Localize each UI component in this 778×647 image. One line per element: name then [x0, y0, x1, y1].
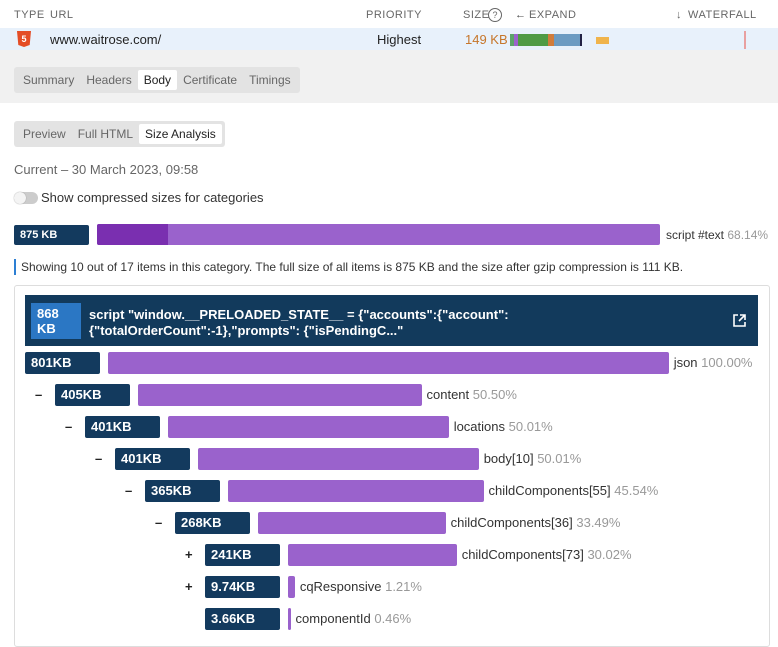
- node-size: 3.66KB: [205, 608, 280, 630]
- node-label: componentId 0.46%: [296, 608, 412, 630]
- node-size: 801KB: [25, 352, 100, 374]
- expand-arrow[interactable]: ←: [515, 9, 527, 21]
- node-name: childComponents[73]: [461, 547, 584, 562]
- col-type: TYPE: [14, 9, 45, 21]
- item-title: script "window.__PRELOADED_STATE__ = {"a…: [89, 307, 509, 338]
- category-size: 875 KB: [14, 225, 89, 245]
- node-size: 401KB: [85, 416, 160, 438]
- node-share: 45.54%: [614, 483, 659, 498]
- node-label: content 50.50%: [427, 384, 517, 406]
- toggle-label[interactable]: Show compressed sizes for categories: [41, 190, 264, 205]
- tab-active[interactable]: Body: [137, 70, 178, 90]
- node-label: childComponents[55] 45.54%: [489, 480, 659, 502]
- node-label: childComponents[36] 33.49%: [451, 512, 621, 534]
- node-label: json 100.00%: [674, 352, 753, 374]
- node-share: 1.21%: [385, 579, 422, 594]
- node-label: cqResponsive 1.21%: [300, 576, 422, 598]
- category-name: script #text: [666, 228, 725, 242]
- node-size: 405KB: [55, 384, 130, 406]
- node-name: content: [426, 387, 470, 402]
- node-share: 33.49%: [576, 515, 621, 530]
- expand-toggle[interactable]: +: [185, 579, 193, 594]
- col-expand[interactable]: EXPAND: [529, 9, 577, 21]
- node-bar: [228, 480, 484, 502]
- category-bar: [97, 224, 660, 245]
- request-url: www.waitrose.com/: [50, 32, 162, 47]
- open-icon[interactable]: [733, 314, 746, 327]
- node-share: 30.02%: [587, 547, 632, 562]
- node-share: 100.00%: [701, 355, 753, 370]
- subtab-active[interactable]: Size Analysis: [139, 124, 222, 144]
- node-label: locations 50.01%: [454, 416, 553, 438]
- node-share: 50.01%: [537, 451, 582, 466]
- expand-toggle[interactable]: –: [35, 387, 43, 402]
- svg-text:5: 5: [21, 34, 26, 44]
- expand-toggle[interactable]: –: [95, 451, 103, 466]
- item-header: [25, 295, 758, 346]
- html5-icon: 5: [17, 31, 31, 47]
- node-label: childComponents[73] 30.02%: [462, 544, 632, 566]
- col-url: URL: [50, 9, 74, 21]
- request-priority: Highest: [377, 32, 422, 47]
- waterfall: [510, 31, 746, 49]
- node-size: 365KB: [145, 480, 220, 502]
- node-bar: [168, 416, 449, 438]
- node-bar: [108, 352, 669, 374]
- col-priority: PRIORITY: [366, 9, 422, 21]
- category-label: script #text 68.14%: [666, 224, 768, 246]
- node-share: 50.50%: [472, 387, 517, 402]
- node-bar: [288, 544, 457, 566]
- node-bar: [198, 448, 479, 470]
- node-bar: [288, 576, 295, 598]
- subtab[interactable]: Full HTML: [77, 127, 134, 141]
- tab[interactable]: Headers: [86, 73, 132, 87]
- info: Showing 10 out of 17 items in this categ…: [14, 259, 683, 275]
- tab[interactable]: Timings: [249, 73, 291, 87]
- node-name: childComponents[55]: [488, 483, 611, 498]
- tab[interactable]: Summary: [23, 73, 75, 87]
- node-label: body[10] 50.01%: [484, 448, 582, 470]
- expand-toggle[interactable]: –: [65, 419, 73, 434]
- subtab[interactable]: Preview: [23, 127, 66, 141]
- request-row[interactable]: [0, 28, 778, 50]
- node-size: 9.74KB: [205, 576, 280, 598]
- col-waterfall[interactable]: WATERFALL: [688, 9, 757, 21]
- item-size: 868 KB: [31, 303, 81, 339]
- node-name: json: [673, 355, 698, 370]
- node-name: componentId: [295, 611, 371, 626]
- node-share: 0.46%: [374, 611, 412, 626]
- waterfall-arrow: ↓: [676, 9, 682, 21]
- node-name: cqResponsive: [299, 579, 382, 594]
- node-name: locations: [453, 419, 505, 434]
- node-size: 268KB: [175, 512, 250, 534]
- category-share: 68.14%: [727, 228, 769, 242]
- node-bar: [258, 512, 446, 534]
- col-size[interactable]: SIZE: [463, 9, 490, 21]
- expand-toggle[interactable]: –: [125, 483, 133, 498]
- node-size: 401KB: [115, 448, 190, 470]
- subtab-bar: Preview Full HTML Size Analysis: [14, 121, 225, 147]
- node-bar: [138, 384, 422, 406]
- expand-toggle[interactable]: –: [155, 515, 163, 530]
- toggle[interactable]: [14, 192, 38, 204]
- tab[interactable]: Certificate: [183, 73, 238, 87]
- date: Current – 30 March 2023, 09:58: [14, 162, 199, 177]
- expand-toggle[interactable]: +: [185, 547, 193, 562]
- tab-bar: Summary Headers Body Certificate Timings: [14, 67, 300, 93]
- node-size: 241KB: [205, 544, 280, 566]
- node-name: body[10]: [483, 451, 534, 466]
- node-bar: [288, 608, 291, 630]
- request-size: 149 KB: [465, 32, 508, 47]
- node-share: 50.01%: [508, 419, 553, 434]
- help-icon[interactable]: ?: [488, 8, 502, 22]
- node-name: childComponents[36]: [450, 515, 573, 530]
